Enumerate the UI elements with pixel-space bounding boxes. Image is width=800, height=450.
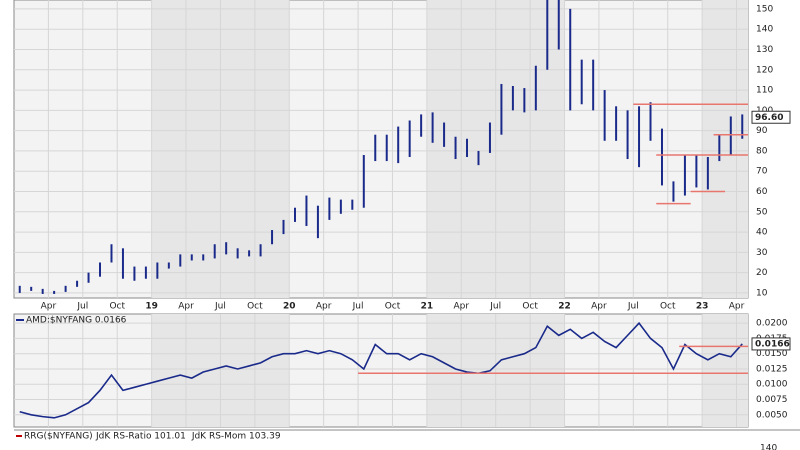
x-tick-label: 20 — [283, 302, 296, 312]
y-tick-label: 50 — [756, 207, 768, 217]
x-tick-label: Apr — [729, 302, 745, 312]
y-tick-label: 120 — [756, 65, 773, 75]
x-tick-label: Apr — [453, 302, 469, 312]
y-tick-label: 150 — [756, 4, 773, 14]
x-tick-label: Apr — [591, 302, 607, 312]
year-band — [702, 0, 748, 298]
y-tick-label: 0.0125 — [756, 364, 788, 374]
x-tick-label: Oct — [660, 302, 676, 312]
y-tick-label: 10 — [756, 288, 768, 298]
x-tick-label: Jul — [627, 302, 639, 312]
y-tick-label: 110 — [756, 86, 773, 96]
x-tick-label: Apr — [178, 302, 194, 312]
x-tick-label: 22 — [558, 302, 571, 312]
x-tick-label: Jul — [489, 302, 501, 312]
series-group — [19, 321, 748, 419]
y-tick-label: 0.0100 — [756, 380, 788, 390]
panel-title: RRG($NYFANG) — [24, 432, 93, 442]
y-tick-label: 0.0150 — [756, 349, 788, 359]
legend-entry: JdK RS-Mom 103.39 — [191, 432, 281, 442]
plot-area — [13, 0, 749, 299]
x-tick-label: Apr — [316, 302, 332, 312]
x-tick-label: Oct — [385, 302, 401, 312]
y-tick-label: 20 — [756, 268, 768, 278]
y-tick-label: 130 — [756, 45, 773, 55]
y-tick-label: 0.0200 — [756, 319, 788, 329]
last-value-label: 0.0166 — [755, 339, 790, 349]
series-group — [18, 0, 748, 294]
x-tick-label: Apr — [41, 302, 57, 312]
legend-entry: JdK RS-Ratio 101.01 — [95, 432, 186, 442]
last-value-box — [751, 110, 791, 124]
panel-title: AMD:$NYFANG 0.0166 — [26, 316, 127, 326]
ratio-line — [19, 321, 743, 419]
y-tick-label: 0.0075 — [756, 395, 788, 405]
x-tick-label: Oct — [522, 302, 538, 312]
y-tick-label: 40 — [756, 228, 768, 238]
year-band — [702, 314, 748, 427]
y-tick-label: 90 — [756, 126, 768, 136]
x-tick-label: Oct — [247, 302, 263, 312]
x-tick-label: Oct — [109, 302, 125, 312]
x-tick-label: 23 — [696, 302, 709, 312]
y-tick-label: 0.0050 — [756, 410, 788, 420]
x-tick-label: 19 — [145, 302, 158, 312]
plot-area — [13, 313, 749, 428]
y-tick-label: 140 — [756, 25, 773, 35]
y-tick-label: 60 — [756, 187, 768, 197]
last-value-box — [751, 337, 791, 351]
y-tick-label: 70 — [756, 167, 768, 177]
x-tick-label: 21 — [421, 302, 434, 312]
last-value-label: 96.60 — [755, 113, 783, 123]
x-tick-label: Jul — [76, 302, 88, 312]
x-tick-label: Jul — [352, 302, 364, 312]
y-tick-label: 80 — [756, 146, 768, 156]
y-tick-label: 30 — [756, 248, 768, 258]
x-tick-label: Jul — [214, 302, 226, 312]
y-tick-label: 140 — [760, 444, 777, 450]
